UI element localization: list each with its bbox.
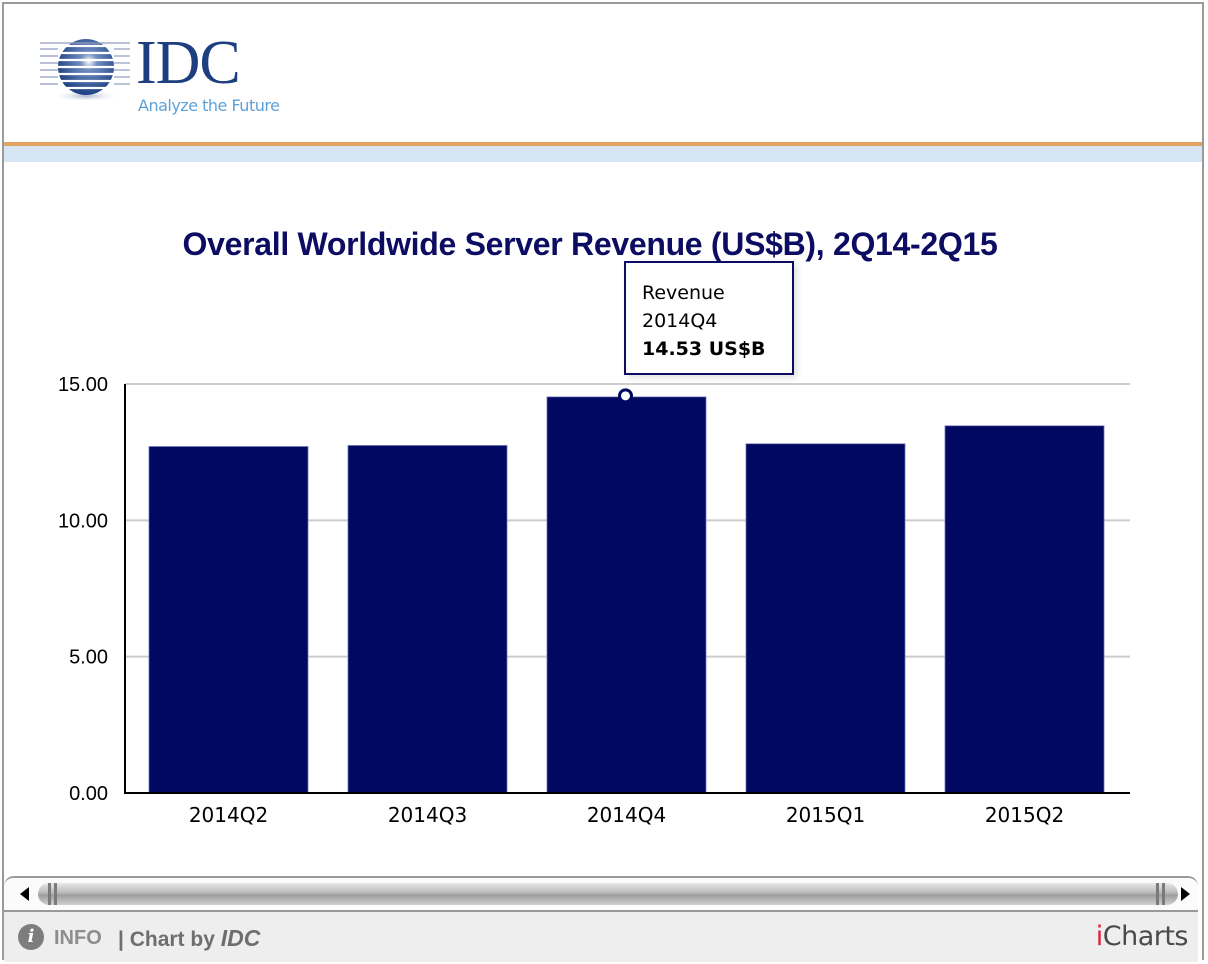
header-accent-rule — [4, 142, 1202, 146]
info-button[interactable]: INFO — [54, 927, 102, 949]
header: IDC Analyze the Future — [4, 4, 1202, 142]
left-grip-icon[interactable] — [48, 883, 51, 905]
x-tick-label: 2015Q2 — [985, 803, 1064, 827]
info-icon[interactable]: i — [18, 924, 44, 950]
tooltip-series: Revenue — [642, 282, 725, 304]
x-tick-label: 2014Q2 — [189, 803, 268, 827]
chart-title: Overall Worldwide Server Revenue (US$B),… — [182, 226, 998, 262]
bar-2014Q4[interactable] — [546, 396, 707, 794]
chart-credit-prefix: | Chart by — [118, 928, 221, 951]
logo-tagline: Analyze the Future — [138, 96, 280, 115]
icharts-logo-i: i — [1095, 921, 1104, 952]
header-band — [4, 146, 1202, 162]
chart-credit-brand: IDC — [220, 925, 261, 951]
icharts-logo[interactable]: iCharts — [1095, 921, 1189, 952]
tooltip: Revenue 2014Q4 14.53 US$B — [624, 261, 794, 375]
scroll-right-arrow-icon[interactable] — [1181, 887, 1190, 901]
idc-globe-icon — [40, 39, 130, 100]
tooltip-value: 14.53 US$B — [642, 338, 766, 360]
idc-logo[interactable]: IDC Analyze the Future — [38, 29, 298, 124]
tooltip-category: 2014Q4 — [642, 310, 718, 332]
y-tick-label: 0.00 — [69, 783, 108, 805]
logo-wordmark: IDC — [136, 29, 241, 97]
bar-2015Q2[interactable] — [944, 425, 1105, 794]
hover-point-marker — [618, 388, 633, 404]
scroll-left-arrow-icon[interactable] — [20, 887, 29, 901]
y-tick-label: 15.00 — [58, 374, 108, 396]
bar-2014Q3[interactable] — [347, 444, 508, 794]
y-axis-ticks: 0.00 5.00 10.00 15.00 — [58, 374, 108, 805]
x-tick-label: 2015Q1 — [786, 803, 865, 827]
x-tick-label: 2014Q4 — [587, 803, 666, 827]
hover-marker — [618, 388, 633, 404]
bars — [148, 396, 1105, 794]
y-tick-label: 5.00 — [69, 647, 108, 669]
x-axis-labels: 2014Q2 2014Q3 2014Q4 2015Q1 2015Q2 — [189, 803, 1064, 827]
horizontal-scrollbar[interactable] — [4, 876, 1198, 910]
footer: i INFO | Chart by IDC iCharts — [4, 910, 1198, 962]
bar-2014Q2[interactable] — [148, 446, 309, 794]
right-grip-icon[interactable] — [1156, 883, 1159, 905]
x-tick-label: 2014Q3 — [388, 803, 467, 827]
left-grip-icon-2[interactable] — [54, 883, 57, 905]
icharts-logo-text: Charts — [1102, 921, 1189, 952]
y-tick-label: 10.00 — [58, 510, 108, 532]
right-grip-icon-2[interactable] — [1162, 883, 1165, 905]
bar-2015Q1[interactable] — [745, 443, 906, 794]
chart-credit: | Chart by IDC — [118, 925, 260, 952]
scroll-thumb[interactable] — [38, 883, 1178, 905]
